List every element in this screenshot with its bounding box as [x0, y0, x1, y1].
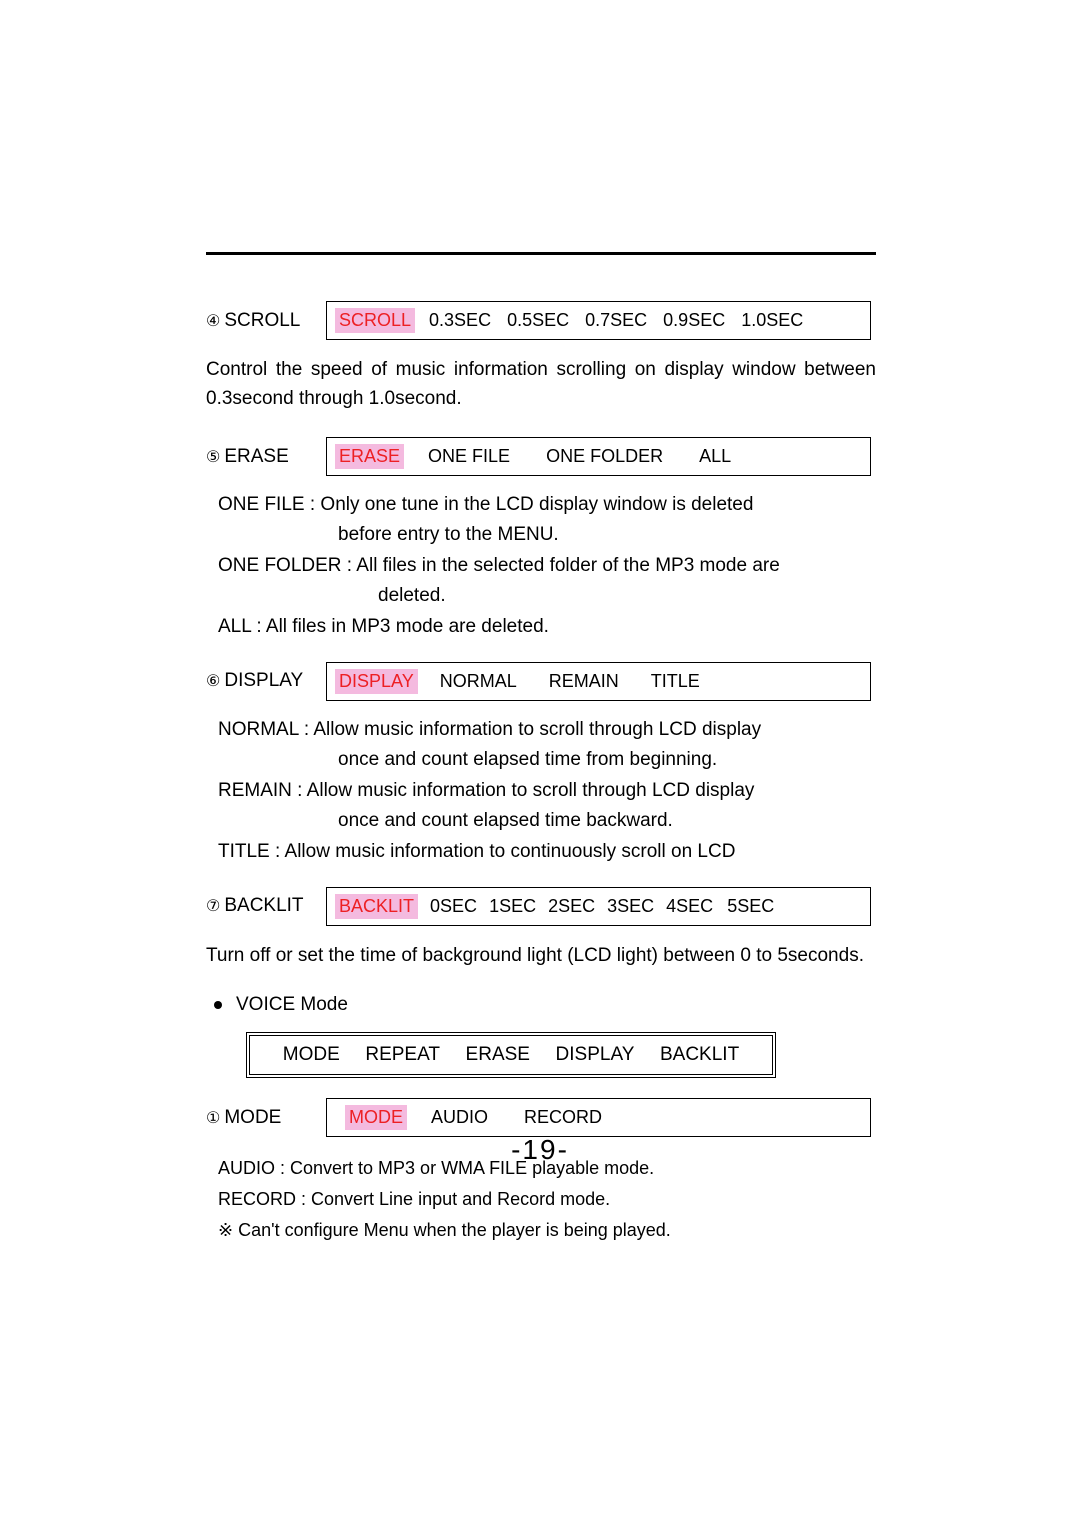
erase-desc: ONE FILE : Only one tune in the LCD disp… — [206, 490, 876, 642]
display-d1b: once and count elapsed time from beginni… — [218, 745, 876, 775]
scroll-box-label: SCROLL — [335, 308, 415, 333]
backlit-box-label: BACKLIT — [335, 894, 418, 919]
backlit-opt-0: 0SEC — [430, 896, 477, 917]
scroll-label: ④ SCROLL — [206, 310, 326, 332]
display-desc: NORMAL : Allow music information to scro… — [206, 715, 876, 867]
erase-options-box: ERASE ONE FILE ONE FOLDER ALL — [326, 437, 871, 476]
mode-label-text: MODE — [224, 1107, 281, 1129]
scroll-opt-3: 0.9SEC — [663, 310, 725, 331]
erase-row: ⑤ ERASE ERASE ONE FILE ONE FOLDER ALL — [206, 437, 876, 476]
backlit-label: ⑦ BACKLIT — [206, 895, 326, 917]
mode-d1: AUDIO : Convert to MP3 or WMA FILE playa… — [218, 1158, 654, 1178]
mode-desc: AUDIO : Convert to MP3 or WMA FILE playa… — [206, 1153, 876, 1245]
scroll-opt-1: 0.5SEC — [507, 310, 569, 331]
scroll-opt-2: 0.7SEC — [585, 310, 647, 331]
erase-d2b: deleted. — [218, 581, 876, 611]
top-rule — [206, 252, 876, 255]
backlit-opt-3: 3SEC — [607, 896, 654, 917]
display-number: ⑥ — [206, 671, 220, 691]
voice-tabs-box: MODE REPEAT ERASE DISPLAY BACKLIT — [246, 1032, 776, 1078]
mode-opt-0: AUDIO — [431, 1107, 488, 1128]
erase-d2a: ONE FOLDER : All files in the selected f… — [218, 555, 780, 576]
scroll-options-box: SCROLL 0.3SEC 0.5SEC 0.7SEC 0.9SEC 1.0SE… — [326, 301, 871, 340]
display-row: ⑥ DISPLAY DISPLAY NORMAL REMAIN TITLE — [206, 662, 876, 701]
display-opt-2: TITLE — [651, 671, 700, 692]
display-label: ⑥ DISPLAY — [206, 670, 326, 692]
voice-tab-4: BACKLIT — [660, 1044, 739, 1066]
scroll-row: ④ SCROLL SCROLL 0.3SEC 0.5SEC 0.7SEC 0.9… — [206, 301, 876, 340]
backlit-number: ⑦ — [206, 896, 220, 916]
erase-box-label: ERASE — [335, 444, 404, 469]
scroll-desc: Control the speed of music information s… — [206, 356, 876, 413]
mode-d3-sym: ※ — [218, 1220, 233, 1240]
backlit-opt-2: 2SEC — [548, 896, 595, 917]
scroll-opt-0: 0.3SEC — [429, 310, 491, 331]
mode-number: ① — [206, 1108, 220, 1128]
backlit-opt-1: 1SEC — [489, 896, 536, 917]
display-box-label: DISPLAY — [335, 669, 418, 694]
voice-tab-1: REPEAT — [365, 1044, 440, 1066]
erase-d1b: before entry to the MENU. — [218, 520, 876, 550]
voice-heading: VOICE Mode — [236, 994, 348, 1016]
backlit-opt-4: 4SEC — [666, 896, 713, 917]
scroll-opt-4: 1.0SEC — [741, 310, 803, 331]
page-number: -19- — [511, 1134, 569, 1166]
erase-d3: ALL : All files in MP3 mode are deleted. — [218, 616, 549, 637]
erase-opt-1: ONE FOLDER — [546, 446, 663, 467]
mode-d2: RECORD : Convert Line input and Record m… — [218, 1189, 610, 1209]
erase-opt-2: ALL — [699, 446, 731, 467]
backlit-row: ⑦ BACKLIT BACKLIT 0SEC 1SEC 2SEC 3SEC 4S… — [206, 887, 876, 926]
mode-d3: Can't configure Menu when the player is … — [238, 1220, 671, 1240]
mode-row: ① MODE MODE AUDIO RECORD — [206, 1098, 876, 1137]
voice-heading-row: VOICE Mode — [206, 994, 876, 1016]
voice-tab-3: DISPLAY — [556, 1044, 635, 1066]
mode-label: ① MODE — [206, 1107, 326, 1129]
erase-label: ⑤ ERASE — [206, 446, 326, 468]
backlit-label-text: BACKLIT — [224, 895, 303, 917]
display-opt-0: NORMAL — [440, 671, 517, 692]
voice-tab-2: ERASE — [466, 1044, 530, 1066]
mode-box-label: MODE — [345, 1105, 407, 1130]
mode-options-box: MODE AUDIO RECORD — [326, 1098, 871, 1137]
backlit-options-box: BACKLIT 0SEC 1SEC 2SEC 3SEC 4SEC 5SEC — [326, 887, 871, 926]
display-opt-1: REMAIN — [549, 671, 619, 692]
erase-opt-0: ONE FILE — [428, 446, 510, 467]
display-d1a: NORMAL : Allow music information to scro… — [218, 719, 761, 740]
scroll-number: ④ — [206, 311, 220, 331]
backlit-desc: Turn off or set the time of background l… — [206, 942, 876, 971]
erase-label-text: ERASE — [224, 446, 288, 468]
mode-opt-1: RECORD — [524, 1107, 602, 1128]
backlit-opt-5: 5SEC — [727, 896, 774, 917]
display-options-box: DISPLAY NORMAL REMAIN TITLE — [326, 662, 871, 701]
display-label-text: DISPLAY — [224, 670, 303, 692]
bullet-icon — [214, 1001, 222, 1009]
page-content: ④ SCROLL SCROLL 0.3SEC 0.5SEC 0.7SEC 0.9… — [206, 252, 876, 1245]
voice-tab-0: MODE — [283, 1044, 340, 1066]
display-d2b: once and count elapsed time backward. — [218, 806, 876, 836]
scroll-label-text: SCROLL — [224, 310, 300, 332]
erase-d1a: ONE FILE : Only one tune in the LCD disp… — [218, 494, 753, 515]
display-d3: TITLE : Allow music information to conti… — [218, 841, 735, 862]
erase-number: ⑤ — [206, 447, 220, 467]
display-d2a: REMAIN : Allow music information to scro… — [218, 780, 754, 801]
